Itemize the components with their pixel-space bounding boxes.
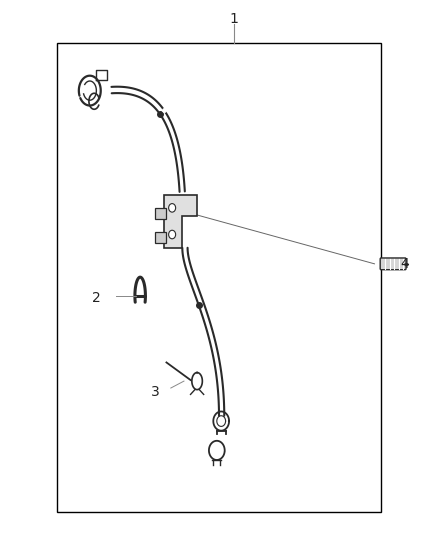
FancyBboxPatch shape	[380, 258, 406, 270]
Text: 3: 3	[151, 385, 160, 399]
Text: 4: 4	[401, 257, 410, 271]
Circle shape	[169, 204, 176, 212]
Bar	[155, 232, 166, 243]
Circle shape	[169, 230, 176, 239]
Bar	[57, 43, 381, 512]
Bar	[155, 208, 166, 219]
Polygon shape	[164, 195, 197, 248]
Text: 1: 1	[230, 12, 239, 26]
Text: 2: 2	[92, 292, 101, 305]
